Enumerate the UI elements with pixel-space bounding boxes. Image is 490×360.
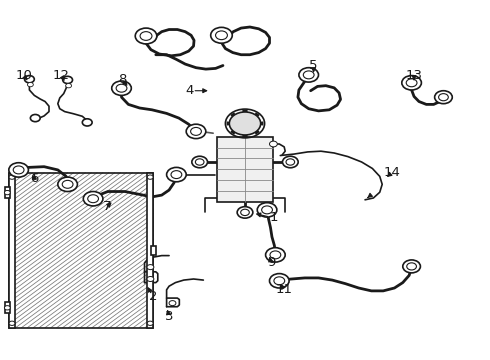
Circle shape bbox=[241, 209, 249, 216]
Circle shape bbox=[4, 306, 10, 310]
Circle shape bbox=[88, 195, 98, 203]
Circle shape bbox=[135, 28, 157, 44]
Circle shape bbox=[140, 32, 152, 40]
Circle shape bbox=[303, 71, 314, 79]
Circle shape bbox=[196, 159, 204, 165]
Text: 1: 1 bbox=[269, 211, 278, 224]
Circle shape bbox=[24, 76, 34, 83]
Circle shape bbox=[58, 177, 77, 192]
Circle shape bbox=[147, 175, 153, 179]
Circle shape bbox=[169, 301, 176, 306]
Text: 12: 12 bbox=[53, 69, 70, 82]
Circle shape bbox=[435, 91, 452, 104]
Text: 4: 4 bbox=[185, 84, 194, 97]
Circle shape bbox=[262, 206, 272, 214]
Circle shape bbox=[66, 84, 72, 88]
Text: 10: 10 bbox=[15, 69, 32, 82]
Circle shape bbox=[229, 112, 261, 135]
Text: 13: 13 bbox=[406, 69, 422, 82]
Circle shape bbox=[9, 163, 28, 177]
Circle shape bbox=[112, 81, 131, 95]
Bar bbox=[147, 173, 153, 328]
Circle shape bbox=[439, 94, 448, 101]
Text: 2: 2 bbox=[149, 291, 158, 303]
Circle shape bbox=[9, 175, 15, 179]
FancyBboxPatch shape bbox=[217, 137, 273, 202]
Circle shape bbox=[403, 260, 420, 273]
Circle shape bbox=[407, 263, 416, 270]
Circle shape bbox=[63, 76, 73, 84]
Circle shape bbox=[211, 27, 232, 43]
Circle shape bbox=[270, 141, 277, 147]
Circle shape bbox=[4, 190, 10, 195]
Bar bbox=[5, 302, 10, 313]
Circle shape bbox=[299, 68, 318, 82]
Circle shape bbox=[147, 265, 154, 270]
Circle shape bbox=[286, 159, 294, 165]
Circle shape bbox=[13, 166, 24, 174]
Circle shape bbox=[9, 321, 15, 325]
Text: 7: 7 bbox=[102, 201, 111, 213]
Circle shape bbox=[116, 84, 127, 92]
Circle shape bbox=[27, 82, 33, 87]
Circle shape bbox=[274, 277, 285, 285]
Circle shape bbox=[402, 76, 421, 90]
Circle shape bbox=[191, 127, 201, 135]
Circle shape bbox=[270, 251, 281, 259]
Text: 14: 14 bbox=[384, 166, 400, 179]
Circle shape bbox=[186, 124, 206, 139]
Circle shape bbox=[257, 203, 277, 217]
Circle shape bbox=[406, 79, 417, 87]
Circle shape bbox=[83, 192, 103, 206]
Circle shape bbox=[147, 276, 154, 282]
Circle shape bbox=[62, 180, 73, 188]
Circle shape bbox=[216, 31, 227, 40]
Circle shape bbox=[270, 274, 289, 288]
Bar bbox=[9, 173, 15, 328]
Bar bbox=[5, 187, 10, 198]
Text: 6: 6 bbox=[30, 172, 39, 185]
Circle shape bbox=[82, 119, 92, 126]
Bar bbox=[151, 246, 156, 255]
Text: 3: 3 bbox=[165, 310, 173, 323]
Circle shape bbox=[30, 114, 40, 122]
Circle shape bbox=[171, 171, 182, 179]
Circle shape bbox=[266, 248, 285, 262]
Circle shape bbox=[192, 156, 208, 168]
Text: 8: 8 bbox=[118, 73, 127, 86]
Text: 5: 5 bbox=[309, 59, 318, 72]
Text: 9: 9 bbox=[267, 256, 275, 269]
Bar bbox=[9, 173, 153, 328]
Circle shape bbox=[147, 321, 153, 325]
Text: 11: 11 bbox=[276, 283, 293, 296]
Circle shape bbox=[283, 156, 298, 168]
Circle shape bbox=[237, 207, 253, 218]
Circle shape bbox=[167, 167, 186, 182]
